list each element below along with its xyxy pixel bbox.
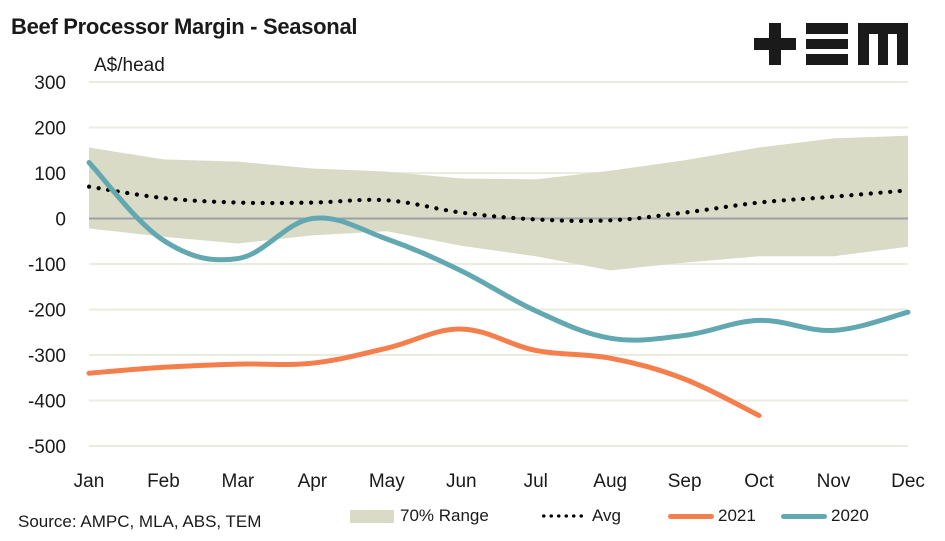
legend-item-range[interactable]: 70% Range (350, 506, 489, 526)
data-point-avg (459, 211, 463, 215)
data-point-2020 (459, 269, 463, 273)
y-tick-label: -400 (28, 392, 66, 413)
tem-logo (754, 22, 910, 71)
data-point-avg (310, 201, 314, 205)
y-tick-label: 300 (34, 73, 66, 94)
y-tick-label: -100 (28, 255, 66, 276)
data-point-avg (608, 218, 612, 222)
x-tick-label: Feb (147, 471, 180, 492)
data-point-avg (161, 196, 165, 200)
x-tick-label: Oct (744, 471, 774, 492)
y-tick-label: -200 (28, 301, 66, 322)
y-tick-label: 0 (55, 210, 66, 231)
range-band-layer (89, 135, 908, 271)
series-line-avg (86, 184, 911, 224)
data-point-2020 (236, 257, 240, 261)
data-point-avg (534, 217, 538, 221)
data-point-avg (832, 195, 836, 199)
x-tick-label: Mar (222, 471, 255, 492)
x-tick-labels: Jan Feb Mar Apr May Jun Jul Aug Sep Oct Nov Dec (74, 471, 925, 492)
data-point-2020 (534, 309, 538, 313)
data-point-avg (757, 201, 761, 205)
data-point-2020 (608, 336, 612, 340)
range-band-area (89, 135, 908, 271)
data-point-avg (385, 198, 389, 202)
data-point-2021 (385, 346, 389, 350)
y-axis-unit-label: A$/head (94, 55, 165, 76)
y-tick-label: 100 (34, 164, 66, 185)
y-tick-label: -500 (28, 437, 66, 458)
data-point-2021 (459, 327, 463, 331)
data-point-2020 (832, 328, 836, 332)
legend-item-avg[interactable]: Avg (540, 506, 621, 526)
legend-swatch-2021 (668, 513, 714, 519)
legend-label-range: 70% Range (400, 506, 489, 525)
data-point-avg (683, 211, 687, 215)
data-point-2020 (310, 217, 314, 221)
x-tick-label: Nov (817, 471, 851, 492)
data-point-2021 (161, 365, 165, 369)
x-tick-label: Jan (74, 471, 105, 492)
x-tick-label: Jun (446, 471, 477, 492)
legend-item-2020[interactable]: 2020 (781, 506, 869, 526)
y-tick-label: -300 (28, 346, 66, 367)
data-point-2021 (608, 356, 612, 360)
legend-swatch-range (350, 509, 394, 523)
x-tick-label: Dec (891, 471, 925, 492)
legend-swatch-avg (540, 514, 586, 518)
x-tick-label: Apr (298, 471, 328, 492)
data-point-2020 (757, 318, 761, 322)
legend-label-2021: 2021 (718, 506, 756, 525)
data-point-avg (236, 201, 240, 205)
legend: 70% Range Avg 2021 2020 (0, 506, 945, 530)
data-point-2020 (87, 161, 91, 165)
data-point-2020 (906, 310, 910, 314)
x-tick-label: May (369, 471, 405, 492)
series-layer (86, 160, 911, 419)
legend-swatch-2020 (781, 513, 827, 519)
series-line-2021 (86, 326, 762, 419)
data-point-2020 (385, 237, 389, 241)
data-point-2021 (534, 348, 538, 352)
tem-logo-icon (754, 23, 908, 65)
data-point-2021 (683, 377, 687, 381)
chart-title: Beef Processor Margin - Seasonal (11, 14, 358, 39)
legend-label-avg: Avg (592, 506, 621, 525)
data-point-avg (87, 185, 91, 189)
gridlines (89, 81, 908, 447)
legend-item-2021[interactable]: 2021 (668, 506, 756, 526)
data-point-avg (906, 188, 910, 192)
y-tick-label: 200 (34, 119, 66, 140)
series-line-2020 (86, 160, 911, 343)
data-point-2021 (87, 371, 91, 375)
x-tick-label: Sep (668, 471, 702, 492)
data-point-2021 (757, 414, 761, 418)
data-point-2021 (236, 362, 240, 366)
source-note: Source: AMPC, MLA, ABS, TEM (18, 512, 262, 531)
y-tick-labels: 300 200 100 0 -100 -200 -300 -400 -500 (28, 73, 66, 458)
data-point-2020 (161, 238, 165, 242)
x-tick-label: Jul (524, 471, 548, 492)
data-point-2021 (310, 361, 314, 365)
legend-label-2020: 2020 (831, 506, 869, 525)
data-point-2020 (683, 333, 687, 337)
x-tick-label: Aug (593, 471, 627, 492)
